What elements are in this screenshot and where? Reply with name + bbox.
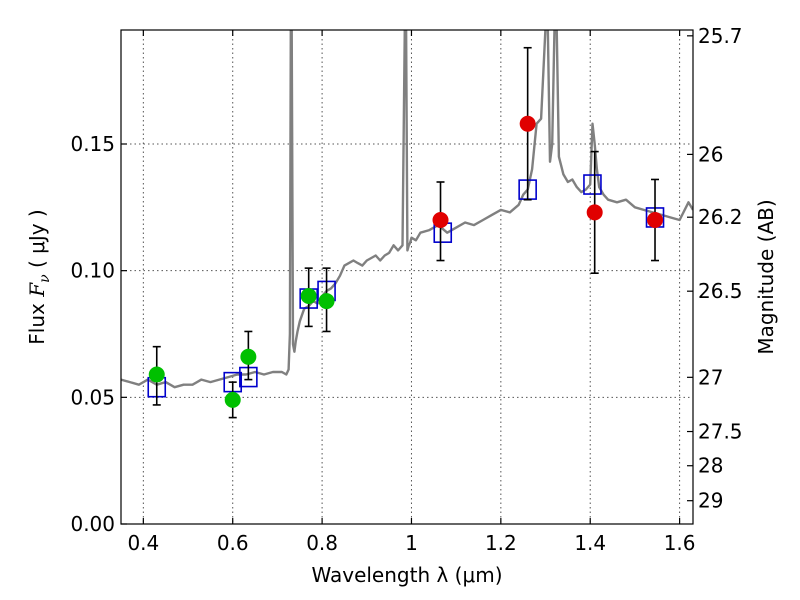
magnitude-tick-label: 28 xyxy=(698,454,723,478)
magnitude-tick-label: 26.2 xyxy=(698,205,743,229)
optical-data-point xyxy=(318,293,335,310)
nir-data-point xyxy=(586,204,603,221)
x-tick-label: 1.6 xyxy=(664,531,696,555)
x-tick-label: 0.4 xyxy=(127,531,159,555)
optical-data-point xyxy=(240,348,257,365)
magnitude-tick-label: 26 xyxy=(698,142,723,166)
plot-frame xyxy=(120,29,694,525)
y-axis-label: Flux Fν ( μJy ) xyxy=(25,209,53,344)
x-tick-label: 0.6 xyxy=(217,531,249,555)
nir-data-point xyxy=(432,212,449,228)
x-axis-label: Wavelength λ (μm) xyxy=(311,563,502,587)
x-tick-label: 0.8 xyxy=(306,531,338,555)
nir-data-point xyxy=(647,212,664,228)
optical-data-point xyxy=(224,391,241,408)
magnitude-tick-label: 27 xyxy=(698,365,723,389)
model-photometry-square xyxy=(583,174,602,195)
model-spectrum-line xyxy=(121,30,693,389)
y-tick-label: 0.15 xyxy=(70,132,115,156)
optical-data-point xyxy=(300,288,317,304)
x-tick-label: 1.4 xyxy=(574,531,606,555)
magnitude-tick-label: 27.5 xyxy=(698,420,743,444)
magnitude-tick-label: 25.7 xyxy=(698,24,743,48)
y-tick-label: 0.10 xyxy=(70,259,115,283)
y-axis-label-subscript: ν xyxy=(37,274,53,283)
magnitude-tick-label: 29 xyxy=(698,489,723,513)
y-tick-label: 0.00 xyxy=(70,512,115,536)
x-tick-label: 1.2 xyxy=(485,531,517,555)
x-tick-label: 1 xyxy=(405,531,418,555)
y-axis-label-symbol: F xyxy=(25,282,49,298)
secondary-y-axis-label: Magnitude (AB) xyxy=(754,199,778,354)
nir-data-point xyxy=(519,115,536,132)
y-axis-label-prefix: Flux xyxy=(25,297,49,345)
magnitude-tick-label: 26.5 xyxy=(698,279,743,303)
y-tick-label: 0.05 xyxy=(70,385,115,409)
plot-area xyxy=(121,30,693,419)
axes: 0.4 0.6 0.8 1 1.2 1.4 1.6 0.00 0.05 0.10 0.15 25.7 2… xyxy=(70,24,742,555)
grid-lines xyxy=(121,30,693,524)
optical-data-point xyxy=(148,366,165,383)
y-axis-label-suffix: ( μJy ) xyxy=(25,209,49,274)
